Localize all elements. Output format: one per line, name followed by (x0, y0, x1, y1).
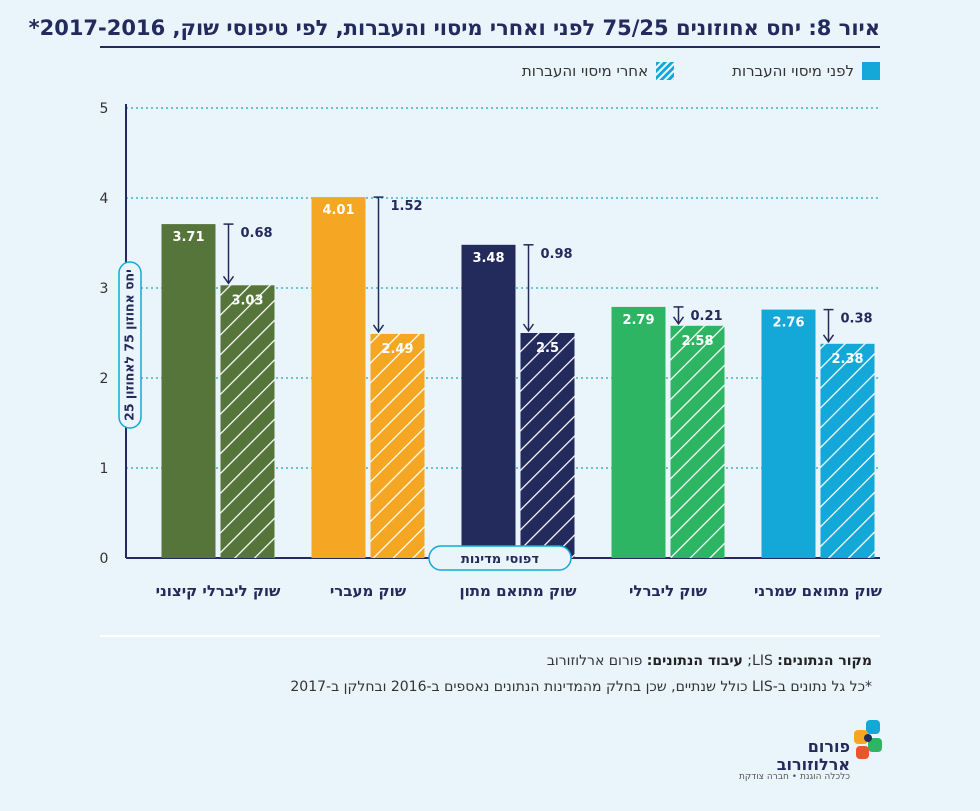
y-tick-label: 1 (100, 461, 109, 477)
logo-text: פורום ארלוזורוב (777, 738, 850, 774)
legend-item-before: לפני מיסוי והעברות (732, 62, 880, 80)
y-tick-label: 0 (100, 551, 109, 567)
y-axis-label: יחס אחוזון 75 לאחוזון 25 (122, 269, 137, 421)
diff-arrow-head (522, 323, 535, 333)
logo-shape (866, 720, 880, 734)
y-tick-label: 3 (100, 281, 109, 297)
diff-label: 0.98 (541, 247, 573, 262)
bar-after (820, 343, 875, 558)
bar-after (220, 285, 275, 558)
data-label-before: 4.01 (322, 203, 354, 218)
logo-tagline: כלכלה הוגנת • חברה צודקת (739, 772, 850, 782)
data-label-after: 2.5 (536, 341, 559, 356)
logo-line1: פורום (807, 737, 850, 756)
footer-divider (100, 635, 880, 637)
x-tick-label: שוק מתואם שמרני (754, 582, 883, 600)
data-label-before: 3.48 (472, 251, 504, 266)
x-tick-label: שוק מתואם מתון (459, 582, 577, 600)
data-label-after: 2.38 (831, 352, 863, 367)
diff-label: 0.38 (841, 312, 873, 327)
x-tick-label: שוק מעברי (330, 582, 407, 600)
source-label: מקור הנתונים: (777, 653, 872, 669)
logo-shape (854, 730, 868, 744)
x-axis-label: דפוסי מדינות (461, 552, 539, 567)
x-tick-label: שוק ליברלי (629, 582, 708, 600)
bar-after (520, 333, 575, 558)
x-tick-label: שוק ליברלי קיצוני (156, 582, 281, 600)
processing-label: עיבוד הנתונים: (646, 653, 743, 669)
diff-label: 0.68 (241, 226, 273, 241)
data-label-before: 2.79 (622, 313, 654, 328)
data-label-after: 3.03 (231, 293, 263, 308)
logo-shape (868, 738, 882, 752)
data-label-after: 2.49 (381, 342, 413, 357)
legend-label-after: אחרי מיסוי והעברות (521, 62, 649, 80)
diff-arrow-head (822, 334, 835, 344)
bar-before (611, 306, 666, 558)
legend-swatch-solid (862, 62, 880, 80)
processing-value: פורום ארלוזורוב (546, 653, 643, 669)
chart-title: איור 8: יחס אחוזונים 75/25 לפני ואחרי מי… (29, 16, 880, 48)
bar-after (370, 333, 425, 558)
diff-label: 0.21 (691, 309, 723, 324)
data-label-after: 2.58 (681, 334, 713, 349)
legend-item-after: אחרי מיסוי והעברות (521, 62, 675, 80)
y-tick-label: 2 (100, 371, 109, 387)
footnote: *כל גל נתונים ב-LIS כולל שנתיים, שכן בחל… (290, 679, 872, 695)
source-line: מקור הנתונים: LIS; עיבוד הנתונים: פורום … (547, 653, 872, 669)
logo-shape (864, 734, 872, 742)
logo-icon (854, 720, 882, 759)
legend: לפני מיסוי והעברות אחרי מיסוי והעברות (522, 62, 880, 80)
logo-line2: ארלוזורוב (776, 755, 850, 774)
legend-swatch-hatched (656, 62, 675, 80)
source-value: LIS; (747, 653, 773, 669)
data-label-before: 3.71 (172, 230, 204, 245)
y-tick-label: 4 (100, 191, 109, 207)
x-axis-label-pill (428, 545, 572, 571)
bar-before (311, 197, 366, 558)
logo-shape (856, 746, 869, 759)
data-label-before: 2.76 (772, 316, 804, 331)
y-axis-label-pill (118, 261, 142, 429)
bar-before (461, 244, 516, 559)
bar-chart: 0 1 2 3 4 5 יחס אחוזון 75 לאחוזון 25 3.71 3.03 0.… (100, 101, 883, 600)
legend-label-before: לפני מיסוי והעברות (732, 62, 854, 80)
diff-arrow-head (372, 324, 385, 334)
bar-after (670, 325, 725, 558)
bar-before (761, 309, 816, 558)
bar-before (161, 224, 216, 558)
y-tick-label: 5 (100, 101, 109, 117)
diff-arrow-head (222, 275, 235, 285)
diff-arrow-head (672, 316, 685, 326)
diff-label: 1.52 (391, 199, 423, 214)
